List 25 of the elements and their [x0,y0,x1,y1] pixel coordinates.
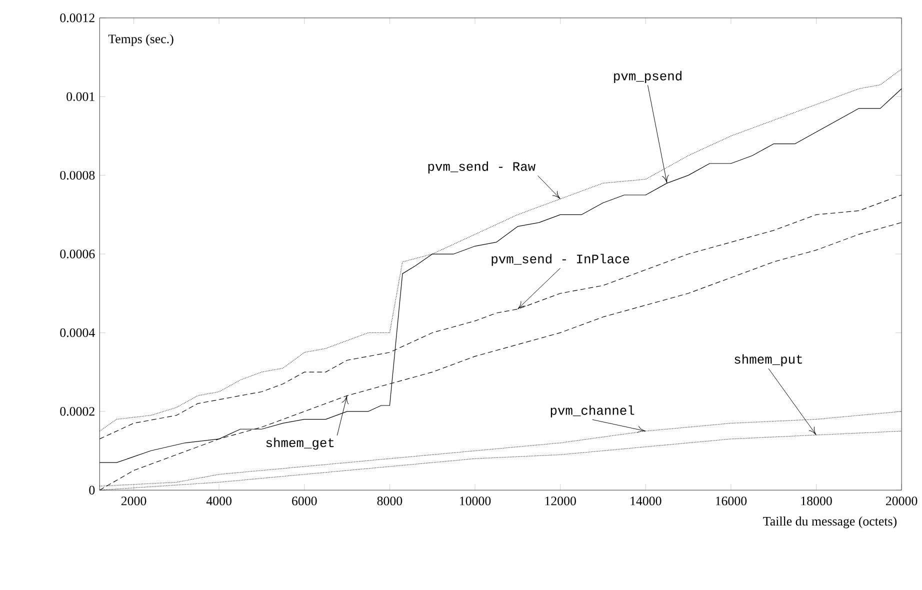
x-tick-label: 14000 [630,496,662,506]
y-axis-title: Temps (sec.) [108,34,174,46]
y-tick-label: 0.0004 [60,328,95,338]
text: shmem_put [734,354,802,366]
y-tick-label: 0 [89,486,95,495]
x-tick-label: 18000 [801,496,832,506]
x-tick-label: 20000 [886,496,918,506]
x-tick-label: 8000 [377,496,402,506]
y-tick-label: 0.0002 [60,407,94,416]
y-tick-label: 0.0008 [60,171,95,180]
x-tick-label: 16000 [716,496,747,506]
x-tick-label: 10000 [460,496,491,506]
x-tick-label: 12000 [545,496,576,506]
y-tick-label: 0.0012 [60,14,94,22]
x-tick-label: 4000 [206,496,232,506]
series-label: pvm_send - InPlace [492,254,630,266]
x-axis-title: Taille du message (octets) [763,516,897,528]
y-tick-label: 0.001 [66,92,94,102]
y-tick-label: 0.0006 [60,250,95,259]
series-label: shmem_get [266,438,334,450]
text: pvm_send - Raw [428,162,536,174]
x-tick-label: 2000 [121,496,146,506]
x-tick-label: 6000 [292,496,317,506]
text: pvm_psend [614,71,682,84]
series-label: pvm_channel [550,406,634,418]
